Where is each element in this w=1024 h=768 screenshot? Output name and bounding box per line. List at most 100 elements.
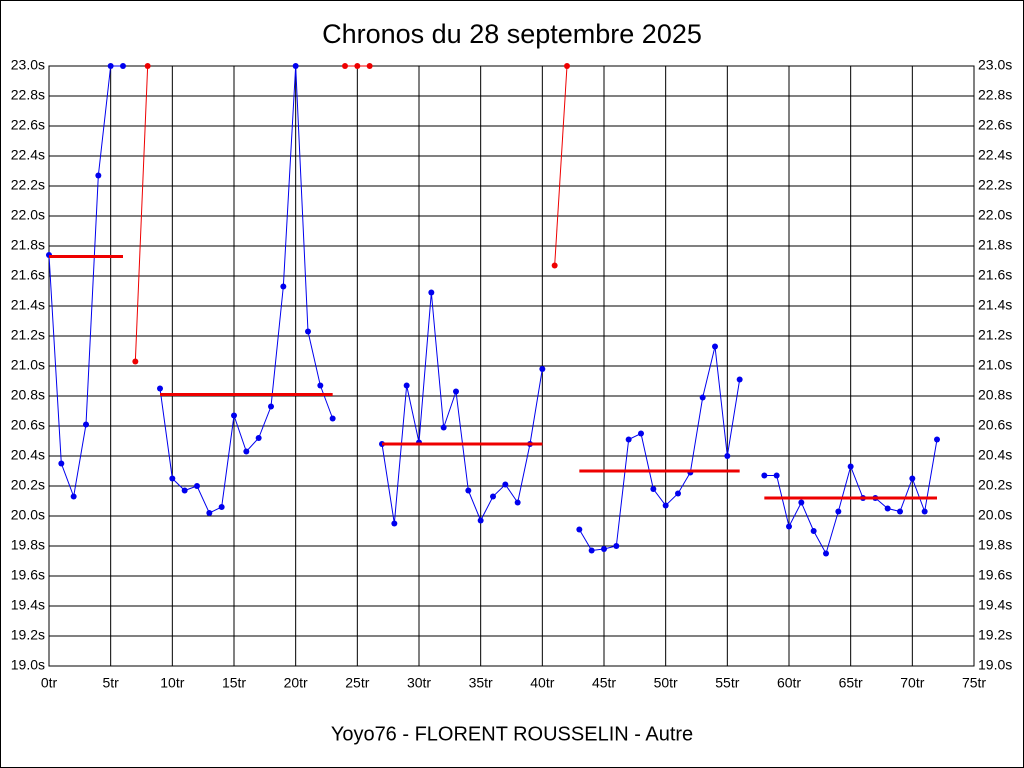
y-tick-label-right: 20.0s — [978, 507, 1012, 523]
data-point — [181, 487, 188, 494]
data-point — [921, 508, 928, 515]
y-tick-label-right: 19.2s — [978, 627, 1012, 643]
y-tick-label: 22.4s — [11, 147, 45, 163]
series-line — [554, 65, 568, 266]
y-tick-label: 19.0s — [11, 657, 45, 673]
chart-title: Chronos du 28 septembre 2025 — [322, 19, 702, 49]
data-point — [810, 528, 817, 534]
y-tick-label: 22.0s — [11, 207, 45, 223]
data-point — [132, 358, 139, 365]
y-tick-label-right: 19.8s — [978, 537, 1012, 553]
data-point — [194, 483, 200, 489]
data-point — [453, 388, 459, 395]
y-tick-label-right: 19.4s — [978, 597, 1012, 613]
data-point — [588, 547, 595, 554]
y-tick-label: 20.2s — [11, 477, 45, 493]
data-point — [662, 502, 669, 509]
x-tick-label: 20tr — [284, 675, 308, 691]
data-point — [305, 328, 311, 335]
data-point — [83, 421, 89, 428]
y-tick-label: 21.8s — [11, 237, 45, 253]
data-point — [218, 504, 225, 510]
data-point — [724, 453, 731, 459]
data-point — [268, 403, 274, 410]
data-point — [169, 475, 176, 482]
y-tick-label-right: 20.2s — [978, 477, 1012, 493]
y-tick-label: 20.4s — [11, 447, 45, 463]
y-tick-label-right: 21.0s — [978, 357, 1012, 373]
data-point — [292, 63, 299, 69]
data-point — [712, 343, 718, 350]
y-tick-label-right: 22.2s — [978, 177, 1012, 193]
x-tick-label: 75tr — [962, 675, 986, 691]
x-tick-label: 70tr — [900, 675, 924, 691]
x-tick-label: 30tr — [407, 675, 431, 691]
data-point — [329, 415, 336, 422]
data-point — [514, 499, 521, 506]
data-point — [243, 448, 250, 455]
series-line — [381, 292, 543, 524]
data-point — [576, 526, 583, 533]
y-tick-label: 22.2s — [11, 177, 45, 193]
y-tick-label-right: 21.6s — [978, 267, 1012, 283]
data-point — [477, 517, 484, 524]
data-point — [675, 490, 681, 497]
data-point — [95, 172, 102, 179]
y-tick-label-right: 23.0s — [978, 57, 1012, 73]
data-point — [391, 520, 398, 527]
y-tick-label: 19.4s — [11, 597, 45, 613]
y-tick-label-right: 21.8s — [978, 237, 1012, 253]
data-point — [823, 550, 829, 557]
x-tick-label: 55tr — [715, 675, 739, 691]
y-tick-label-right: 19.6s — [978, 567, 1012, 583]
y-tick-label: 22.6s — [11, 117, 45, 133]
y-tick-label-right: 22.4s — [978, 147, 1012, 163]
data-point — [490, 493, 496, 500]
y-tick-label: 23.0s — [11, 57, 45, 73]
data-point — [625, 436, 632, 443]
data-point — [366, 63, 373, 69]
data-point — [58, 460, 65, 467]
data-point — [650, 486, 657, 492]
x-tick-label: 10tr — [160, 675, 184, 691]
data-point — [884, 505, 891, 512]
data-point — [835, 508, 842, 515]
data-point — [317, 382, 324, 389]
y-tick-label-right: 20.6s — [978, 417, 1012, 433]
data-point — [354, 63, 361, 69]
x-tick-label: 35tr — [469, 675, 493, 691]
y-tick-label-right: 22.0s — [978, 207, 1012, 223]
data-point — [428, 289, 435, 296]
data-point — [786, 523, 792, 530]
data-point — [465, 487, 472, 494]
data-point — [773, 472, 780, 479]
y-tick-label: 20.6s — [11, 417, 45, 433]
data-point — [403, 382, 410, 389]
data-point — [157, 385, 163, 392]
y-tick-label-right: 21.2s — [978, 327, 1012, 343]
data-point — [601, 546, 607, 552]
data-point — [342, 63, 348, 69]
data-point — [761, 472, 768, 479]
data-point — [280, 283, 287, 290]
x-tick-label: 65tr — [839, 675, 863, 691]
y-tick-label: 21.2s — [11, 327, 45, 343]
x-tick-label: 15tr — [222, 675, 246, 691]
y-tick-label-right: 22.6s — [978, 117, 1012, 133]
chart-footer: Yoyo76 - FLORENT ROUSSELIN - Autre — [331, 723, 693, 745]
data-point — [736, 376, 743, 383]
data-point — [440, 424, 447, 431]
x-tick-label: 40tr — [530, 675, 554, 691]
x-tick-label: 45tr — [592, 675, 616, 691]
series-line — [134, 65, 149, 362]
data-point — [70, 493, 77, 500]
x-tick-label: 25tr — [345, 675, 369, 691]
data-point — [847, 463, 854, 470]
y-tick-label: 21.4s — [11, 297, 45, 313]
y-tick-label: 21.0s — [11, 357, 45, 373]
x-tick-label: 60tr — [777, 675, 801, 691]
data-point — [502, 481, 509, 488]
y-tick-label: 19.6s — [11, 567, 45, 583]
y-tick-label-right: 20.8s — [978, 387, 1012, 403]
